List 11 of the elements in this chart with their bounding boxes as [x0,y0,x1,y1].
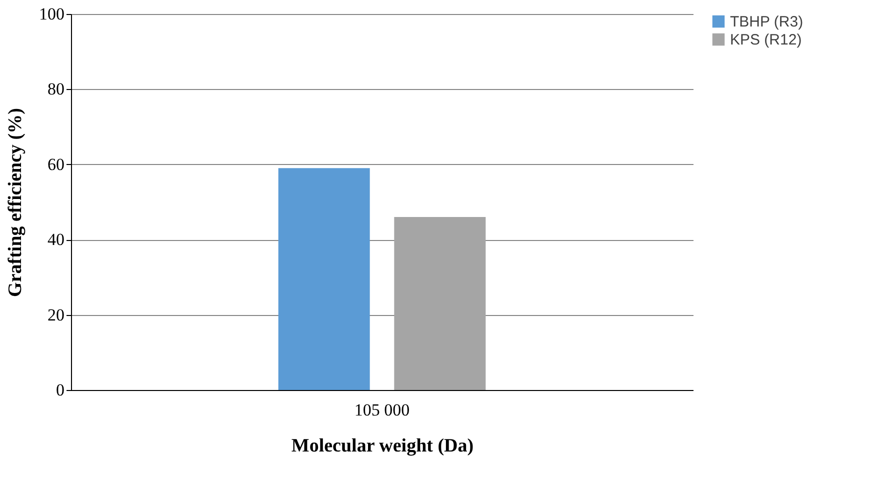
x-tick-label: 105 000 [354,400,410,420]
legend-label: TBHP (R3) [730,14,804,30]
y-tick-label: 0 [56,380,64,400]
legend-label: KPS (R12) [730,32,802,48]
y-tick-label: 60 [48,154,64,174]
y-tick-label: 40 [48,230,64,250]
y-axis-title: Grafting efficiency (%) [5,108,26,297]
y-tick-label: 100 [39,4,64,24]
y-tick-label: 20 [48,305,64,324]
y-tick-label: 80 [48,80,64,99]
x-axis-title: Molecular weight (Da) [291,436,474,456]
